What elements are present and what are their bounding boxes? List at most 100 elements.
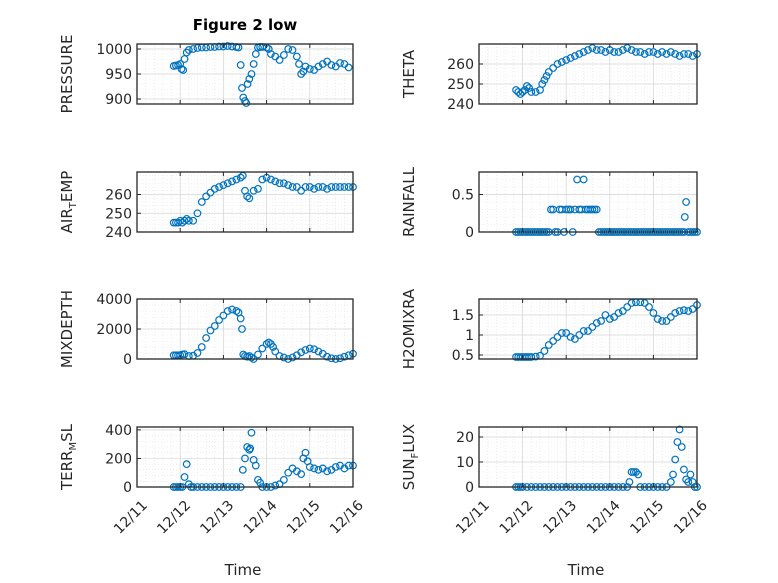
- y-axis-label-part: MIXDEPTH: [58, 290, 76, 368]
- data-point: [686, 470, 695, 479]
- data-point: [241, 454, 249, 463]
- x-axis-label: Time: [224, 561, 262, 579]
- data-point: [538, 80, 547, 88]
- data-point: [632, 468, 640, 476]
- data-point: [684, 478, 693, 486]
- data-point: [625, 478, 634, 486]
- data-point: [592, 46, 601, 54]
- data-point: [684, 307, 693, 315]
- data-point: [601, 311, 610, 319]
- data-point: [658, 48, 667, 56]
- data-point: [549, 337, 558, 345]
- data-point: [627, 46, 636, 54]
- data-point: [540, 347, 549, 355]
- data-point: [267, 50, 275, 58]
- data-point: [653, 315, 662, 323]
- data-point: [228, 305, 236, 314]
- data-point: [579, 327, 588, 335]
- data-point: [584, 46, 592, 54]
- y-tick-label: 1: [465, 328, 474, 344]
- data-point: [579, 175, 588, 184]
- data-point: [284, 181, 293, 190]
- data-point: [562, 56, 571, 64]
- y-tick-label: 1.5: [452, 308, 474, 324]
- data-point: [292, 52, 301, 61]
- y-tick-label: 200: [105, 451, 132, 467]
- y-axis-label-part: RAINFALL: [400, 166, 418, 237]
- data-point: [258, 344, 267, 353]
- data-point: [238, 465, 247, 474]
- data-point: [301, 183, 310, 191]
- data-point: [189, 45, 198, 53]
- data-point: [197, 343, 206, 351]
- data-point: [336, 59, 344, 67]
- data-point: [518, 88, 527, 96]
- y-tick-label: 2000: [96, 322, 132, 338]
- data-point: [251, 461, 260, 470]
- data-point: [673, 438, 682, 446]
- data-point: [549, 64, 558, 72]
- data-point: [249, 60, 258, 68]
- data-point: [575, 50, 584, 58]
- data-point: [182, 460, 191, 469]
- data-point: [262, 340, 271, 348]
- data-point: [601, 48, 610, 56]
- data-point: [301, 346, 310, 354]
- data-point: [544, 341, 553, 349]
- data-point: [610, 48, 619, 56]
- data-point: [247, 70, 256, 78]
- data-point: [215, 316, 223, 324]
- data-point: [658, 317, 667, 325]
- data-point: [636, 48, 645, 56]
- data-point: [675, 425, 684, 434]
- data-point: [223, 179, 232, 188]
- data-point: [314, 465, 323, 474]
- data-point: [297, 470, 306, 479]
- data-point: [288, 46, 297, 54]
- data-point: [254, 350, 262, 359]
- data-point: [682, 198, 690, 206]
- axes-box: [478, 43, 698, 105]
- data-point: [629, 468, 638, 476]
- data-point: [547, 205, 555, 214]
- data-point: [671, 309, 680, 317]
- plot-area: [137, 427, 353, 487]
- y-axis-label-subscript: M: [68, 442, 79, 451]
- data-point: [271, 481, 280, 490]
- data-point: [605, 315, 614, 323]
- data-point: [327, 183, 336, 191]
- figure-title: Figure 2 low: [193, 16, 298, 34]
- data-point: [531, 88, 540, 96]
- data-point: [271, 347, 280, 356]
- data-point: [206, 326, 215, 335]
- data-point: [557, 58, 566, 66]
- data-point: [653, 50, 662, 58]
- data-point: [331, 463, 340, 471]
- data-point: [592, 205, 601, 214]
- data-point: [523, 82, 531, 90]
- data-point: [566, 333, 575, 341]
- data-point: [323, 184, 331, 193]
- y-tick-label: 0.5: [452, 188, 474, 204]
- subplot-3: 240 250 260 AIRTEMP: [58, 171, 357, 241]
- data-point: [267, 175, 275, 184]
- data-point: [623, 303, 632, 311]
- y-tick-label: 250: [447, 77, 474, 93]
- data-point: [645, 303, 653, 311]
- data-point: [176, 60, 185, 68]
- data-point: [243, 192, 252, 201]
- y-tick-label: 400: [105, 423, 132, 439]
- data-point: [327, 354, 336, 363]
- data-point: [236, 173, 245, 182]
- data-point: [279, 353, 288, 362]
- data-point: [584, 327, 592, 335]
- data-point: [336, 183, 344, 191]
- data-point: [245, 194, 254, 203]
- data-point: [682, 475, 690, 484]
- y-axis-label: MIXDEPTH: [58, 290, 76, 368]
- data-point: [323, 352, 331, 361]
- data-point: [323, 467, 331, 476]
- y-axis-label-part: EMP: [58, 171, 76, 202]
- data-point: [671, 50, 680, 58]
